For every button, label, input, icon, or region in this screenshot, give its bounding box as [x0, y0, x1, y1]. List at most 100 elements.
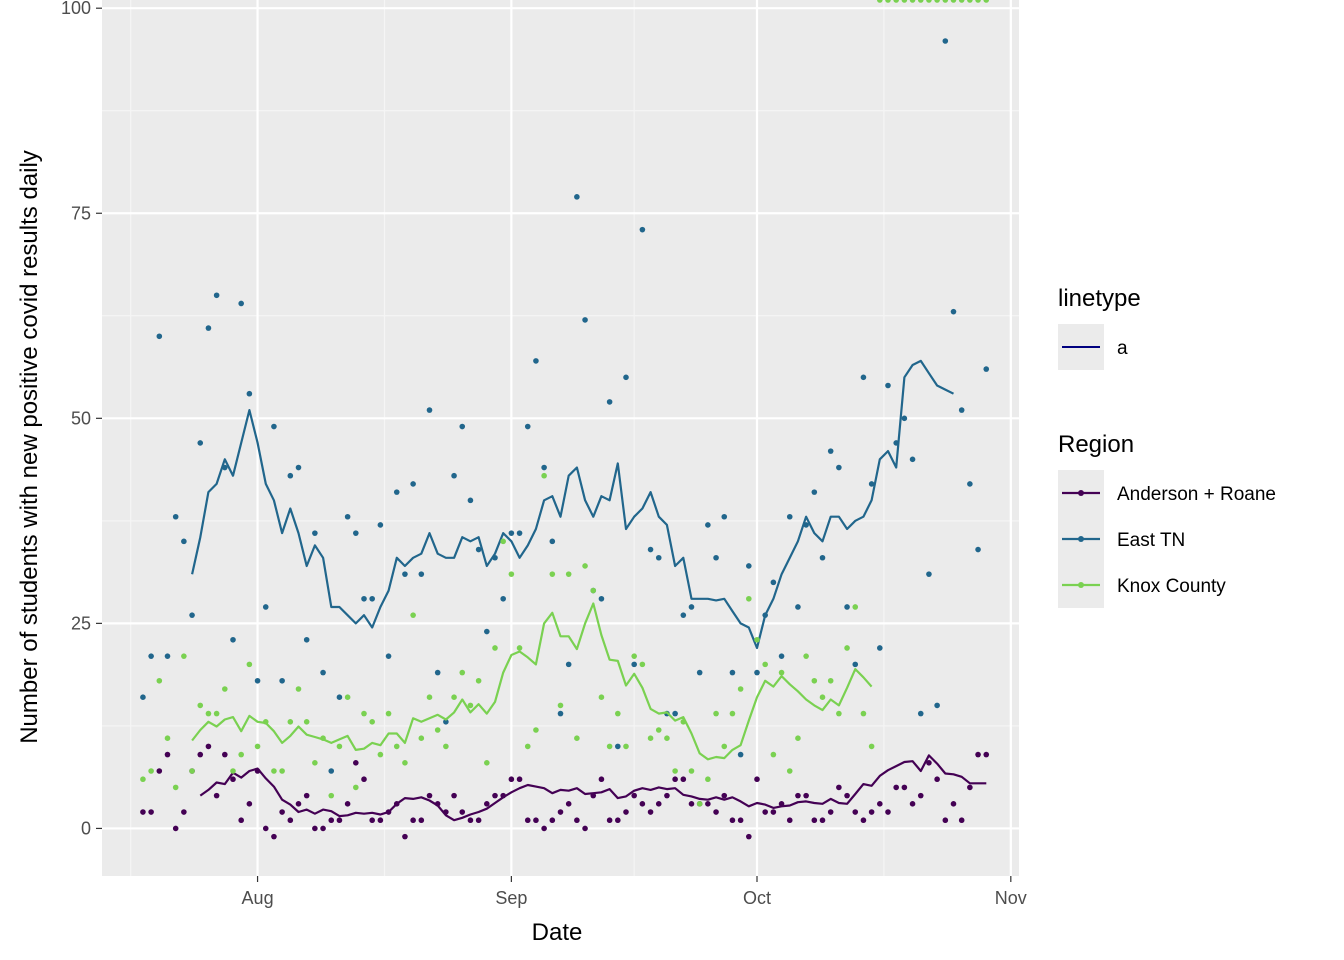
data-point: [762, 661, 768, 668]
data-point: [369, 817, 375, 824]
data-point: [320, 825, 326, 832]
x-axis-title: Date: [532, 919, 583, 946]
data-point: [344, 694, 351, 700]
data-point: [967, 784, 973, 791]
data-point: [426, 407, 433, 413]
data-point: [541, 464, 547, 471]
data-point: [475, 817, 482, 824]
data-point: [934, 776, 940, 783]
data-point: [271, 423, 277, 430]
data-point: [565, 801, 572, 807]
data-point: [484, 628, 490, 635]
legend: linetype a Region Anderson + Roane East T…: [1058, 285, 1276, 608]
legend-entry-region: Anderson + Roane: [1058, 470, 1276, 516]
legend-label-region: Knox County: [1117, 576, 1226, 597]
data-point: [156, 768, 163, 774]
data-point: [688, 801, 695, 807]
data-point: [983, 366, 990, 372]
data-point: [688, 604, 695, 610]
data-point: [975, 546, 981, 553]
data-point: [729, 669, 736, 676]
data-point: [680, 612, 687, 618]
data-point: [860, 817, 867, 824]
data-point: [295, 686, 302, 692]
data-point: [213, 710, 220, 717]
data-point: [606, 743, 613, 750]
data-point: [557, 710, 564, 717]
data-point: [475, 546, 482, 553]
data-point: [615, 743, 621, 750]
data-point: [746, 833, 752, 840]
grid-major-lines: [102, 0, 1019, 876]
data-point: [484, 801, 490, 807]
data-point: [369, 595, 375, 602]
data-point: [893, 0, 899, 3]
data-point: [508, 530, 515, 536]
data-point: [770, 579, 777, 586]
data-point: [541, 472, 547, 479]
data-point: [500, 538, 506, 545]
data-point: [287, 817, 294, 824]
data-point: [811, 489, 818, 495]
data-point: [754, 776, 760, 783]
data-point: [549, 538, 556, 545]
data-point: [590, 587, 597, 594]
data-point: [369, 718, 375, 725]
data-point: [844, 604, 850, 610]
data-point: [958, 407, 965, 413]
data-point: [926, 760, 932, 766]
data-point: [197, 751, 204, 758]
data-point: [860, 710, 867, 717]
data-point: [811, 677, 818, 684]
data-point: [868, 743, 875, 750]
data-point: [524, 743, 531, 750]
data-point: [533, 358, 539, 364]
legend-entry-region: Knox County: [1058, 562, 1226, 608]
data-point: [885, 809, 891, 815]
data-point: [844, 645, 850, 651]
legend-key-point: [1078, 582, 1084, 588]
data-point: [361, 710, 367, 717]
y-tick-label: 0: [81, 818, 91, 838]
data-point: [762, 809, 768, 815]
data-point: [148, 809, 154, 815]
y-axis-title: Number of students with new positive cov…: [16, 150, 43, 744]
data-point: [967, 0, 973, 3]
data-point: [639, 226, 646, 233]
y-tick-label: 75: [71, 203, 91, 223]
data-point: [377, 751, 384, 758]
data-point: [950, 308, 957, 315]
data-point: [623, 743, 629, 750]
data-point: [418, 817, 425, 824]
data-point: [827, 448, 834, 454]
data-point: [983, 751, 990, 758]
legend-title-linetype: linetype: [1058, 285, 1141, 312]
data-point: [172, 784, 179, 791]
data-point: [516, 530, 523, 536]
legend-entry-region: East TN: [1058, 516, 1185, 562]
data-point: [385, 710, 392, 717]
data-point: [598, 776, 605, 783]
data-point: [926, 0, 932, 3]
data-point: [885, 0, 891, 3]
data-point: [705, 776, 711, 783]
data-point: [426, 792, 433, 799]
data-point: [303, 718, 310, 725]
data-point: [492, 645, 498, 651]
data-point: [336, 817, 343, 824]
data-point: [459, 423, 466, 430]
data-point: [508, 571, 515, 577]
data-point: [377, 522, 384, 528]
data-point: [958, 817, 965, 824]
data-point: [713, 554, 719, 561]
data-point: [942, 38, 949, 44]
data-point: [803, 792, 809, 799]
data-point: [312, 530, 318, 536]
legend-label-region: Anderson + Roane: [1117, 484, 1276, 505]
data-point: [574, 735, 580, 742]
data-point: [729, 817, 736, 824]
data-point: [246, 390, 253, 397]
data-point: [238, 817, 244, 824]
data-point: [917, 0, 924, 3]
